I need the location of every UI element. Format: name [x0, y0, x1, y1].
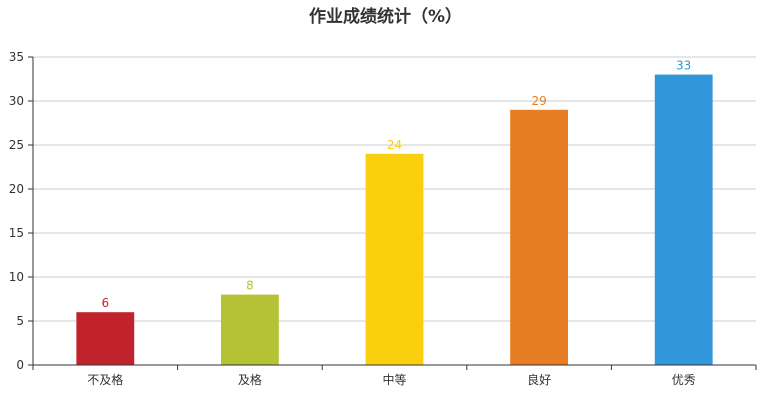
data-labels: 6 8 24 29 33 [101, 59, 691, 311]
bar-3[interactable] [510, 109, 569, 365]
data-label-2: 24 [387, 138, 402, 152]
x-tick-label-1: 及格 [238, 372, 262, 387]
data-label-4: 33 [676, 59, 691, 73]
y-tick-label: 25 [9, 138, 24, 152]
y-tick-label: 30 [9, 94, 24, 108]
bar-2[interactable] [365, 153, 424, 365]
axes: 0 5 10 15 20 25 30 35 不及格 及格 中等 良好 优秀 [9, 50, 757, 387]
bar-1[interactable] [220, 294, 279, 365]
x-tick-label-2: 中等 [382, 372, 406, 387]
x-tick-label-3: 良好 [527, 372, 551, 387]
bar-4[interactable] [654, 74, 713, 365]
y-tick-label: 35 [9, 50, 24, 64]
x-tick-label-0: 不及格 [87, 372, 123, 387]
bars [76, 74, 713, 365]
bar-0[interactable] [76, 312, 135, 365]
y-tick-label: 10 [9, 270, 24, 284]
y-tick-label: 15 [9, 226, 24, 240]
y-tick-label: 0 [16, 358, 24, 372]
y-tick-label: 5 [16, 314, 24, 328]
data-label-0: 6 [101, 296, 109, 310]
y-tick-label: 20 [9, 182, 24, 196]
x-tick-label-4: 优秀 [672, 373, 696, 387]
chart-title: 作业成绩统计（%） [308, 7, 463, 27]
data-label-3: 29 [531, 94, 546, 108]
data-label-1: 8 [246, 279, 254, 293]
